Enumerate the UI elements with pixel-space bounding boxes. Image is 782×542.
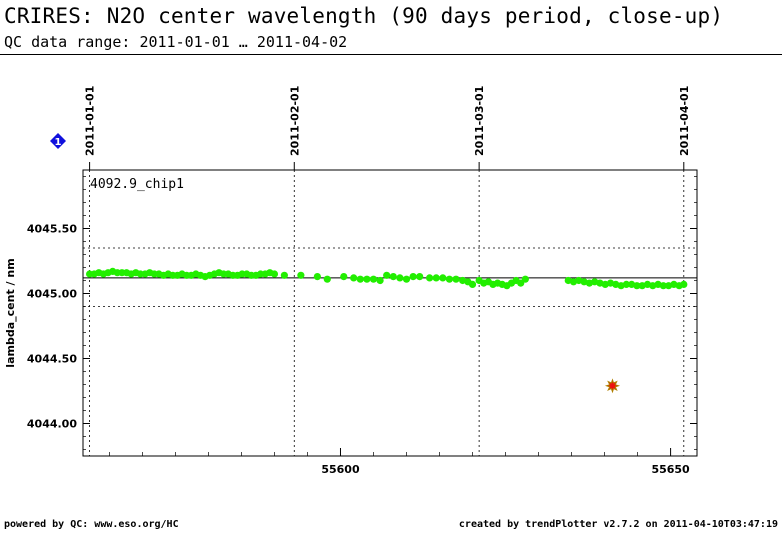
x-tick-label-2: 55650: [651, 463, 690, 476]
data-point: [356, 275, 364, 283]
date-label-3: 2011-03-01: [473, 86, 486, 156]
y-tick-label-2: 4044.50: [27, 353, 77, 366]
data-point: [680, 280, 688, 288]
y-tick-label-1: 4044.00: [27, 418, 77, 431]
footer-created-by: created by trendPlotter v2.7.2 on 2011-0…: [458, 519, 778, 530]
footer-powered-by: powered by QC: www.eso.org/HC: [4, 519, 179, 530]
date-label-1: 2011-01-01: [84, 86, 97, 156]
plot-frame: [82, 169, 698, 457]
panel-label: 4092.9_chip1: [90, 177, 184, 192]
date-label-2: 2011-02-01: [288, 86, 301, 156]
data-point: [270, 270, 279, 278]
y-tick-label-3: 4045.00: [27, 288, 77, 301]
header-divider: [0, 54, 782, 55]
data-point: [389, 273, 397, 281]
data-point: [376, 276, 384, 285]
y-axis-label: lambda_cent / nm: [4, 258, 17, 367]
data-point: [659, 282, 667, 290]
data-point: [396, 274, 404, 282]
data-point: [633, 282, 641, 290]
data-point: [622, 280, 630, 288]
page-subtitle: QC data range: 2011-01-01 … 2011-04-02: [4, 33, 348, 51]
data-point: [468, 280, 477, 288]
data-point: [280, 271, 288, 279]
data-point: [452, 275, 460, 283]
y-tick-label-4: 4045.50: [27, 223, 77, 236]
data-point: [383, 271, 391, 279]
data-point: [350, 274, 358, 282]
data-point: [369, 275, 378, 283]
data-point: [445, 275, 454, 283]
data-point: [297, 271, 305, 279]
info-badge-icon: [50, 133, 66, 149]
data-point: [340, 273, 348, 281]
data-point: [313, 273, 321, 281]
data-point: [416, 273, 424, 281]
outlier-point-1: [604, 378, 621, 394]
info-badge-label: 1: [55, 137, 62, 148]
data-point: [409, 273, 417, 281]
data-point: [363, 275, 371, 283]
page-title: CRIRES: N2O center wavelength (90 days p…: [4, 4, 724, 28]
trend-chart: 2011-01-01 2011-02-01 2011-03-01 2011-04-01…: [4, 86, 698, 476]
data-point: [521, 275, 529, 283]
date-label-4: 2011-04-01: [678, 86, 691, 156]
data-point: [426, 274, 434, 282]
data-point: [323, 275, 331, 283]
data-point: [439, 274, 447, 282]
data-point: [402, 275, 411, 283]
x-tick-label-1: 55600: [321, 463, 360, 476]
data-point: [432, 274, 440, 282]
